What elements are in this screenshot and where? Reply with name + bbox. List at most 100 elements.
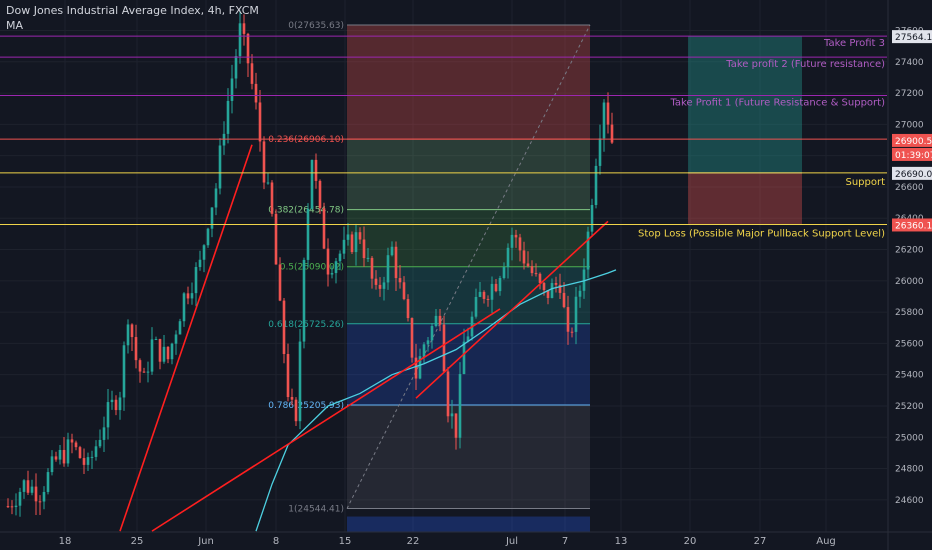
candle-body [150, 339, 154, 372]
price-badge-countdown [892, 147, 932, 161]
candle-body [310, 159, 314, 209]
candle-body [258, 102, 262, 142]
fib-label-4: 0.618(25725.26) [268, 320, 344, 330]
level-label-0: Take Profit 3 [823, 38, 885, 49]
time-tick: 22 [407, 536, 420, 547]
candle-body [450, 413, 454, 417]
candle-body [430, 326, 434, 341]
time-tick: 20 [684, 536, 697, 547]
candle-body [490, 283, 494, 300]
candle-body [562, 292, 566, 308]
candle-body [202, 245, 206, 260]
position-profit-zone [688, 36, 802, 173]
candle-body [326, 248, 330, 275]
price-tick: 25400 [895, 371, 924, 381]
trend-line-0 [119, 144, 253, 532]
candle-body [442, 324, 446, 372]
price-axis[interactable]: 24600 24800 25000 25200 25400 25600 25800 26000… [887, 0, 924, 550]
price-tick: 27400 [895, 58, 924, 68]
candle-body [78, 447, 82, 459]
candle-body [502, 267, 506, 279]
price-badge-last-text: 26900.53 [895, 137, 932, 147]
candle-body [214, 188, 218, 208]
fib-zone-3 [347, 266, 590, 324]
candle-body [294, 399, 298, 422]
candle-body [206, 228, 210, 246]
candle-body [26, 480, 30, 493]
candle-body [306, 208, 310, 260]
candle-body [230, 78, 234, 101]
candle-body [66, 439, 70, 464]
candle-body [602, 102, 606, 139]
candle-body [330, 273, 334, 275]
candle-body [270, 182, 274, 214]
candle-body [446, 371, 450, 417]
candle-body [550, 283, 554, 298]
fib-label-6: 1(24544.41) [288, 505, 344, 515]
candle-body [454, 413, 458, 438]
candle-body [286, 353, 290, 398]
fib-label-3: 0.5(26090.02) [280, 263, 344, 273]
horizontal-levels[interactable]: Take Profit 3 Take profit 2 (Future resis… [0, 35, 887, 239]
candle-body [102, 427, 106, 440]
candle-body [526, 263, 530, 267]
candle-body [346, 234, 350, 240]
candle-body [106, 402, 110, 428]
candle-body [350, 234, 354, 253]
candle-body [6, 506, 10, 508]
candle-body [46, 472, 50, 492]
candle-body [574, 296, 578, 332]
candle-body [218, 145, 222, 189]
price-badge-target-text: 27564.16 [895, 33, 932, 43]
price-tick: 26600 [895, 183, 924, 193]
candle-body [290, 397, 294, 400]
time-axis[interactable]: 18 25 Jun 8 15 22 Jul 7 13 20 27 Aug [0, 531, 932, 547]
fib-label-5: 0.786(25205.93) [268, 401, 344, 411]
trend-line-2 [415, 220, 609, 399]
candle-body [198, 259, 202, 268]
candle-body [426, 340, 430, 345]
candle-body [238, 23, 242, 57]
symbol-title[interactable]: Dow Jones Industrial Average Index, 4h, … [6, 4, 259, 17]
fib-retracement[interactable]: 0(27635.63) 0.236(26906.10) 0.382(26454.78… [268, 21, 591, 515]
time-tick: 13 [615, 536, 628, 547]
candle-body [402, 282, 406, 300]
candle-body [82, 458, 86, 465]
candle-body [178, 321, 182, 335]
candle-body [558, 284, 562, 293]
fib-zone-0 [347, 24, 590, 140]
candle-body [50, 456, 54, 473]
candle-body [254, 83, 258, 103]
candle-body [70, 439, 74, 443]
candle-body [366, 257, 370, 259]
trend-line-1 [151, 308, 501, 532]
indicator-legend-ma[interactable]: MA [6, 19, 24, 32]
time-tick: Jun [197, 536, 214, 547]
candle-body [322, 208, 326, 249]
candle-body [62, 449, 66, 464]
candle-body [74, 442, 78, 448]
candle-body [374, 278, 378, 285]
candle-body [494, 283, 498, 292]
candle-body [486, 298, 490, 300]
candle-body [110, 399, 114, 403]
candle-body [578, 290, 582, 297]
candle-body [42, 491, 46, 502]
candle-body [598, 138, 602, 166]
trend-lines[interactable] [119, 144, 609, 532]
long-position-tool[interactable] [688, 36, 802, 225]
candles [6, 10, 614, 517]
candle-body [482, 291, 486, 299]
candle-body [318, 180, 322, 209]
time-tick: 8 [273, 536, 279, 547]
candle-body [302, 259, 306, 342]
candle-body [506, 247, 510, 268]
candle-body [466, 336, 470, 342]
candle-body [422, 344, 426, 357]
candle-body [114, 399, 118, 411]
candle-body [266, 182, 270, 184]
candle-body [278, 264, 282, 301]
chart-grid [0, 0, 887, 532]
price-badge-support [892, 166, 932, 180]
